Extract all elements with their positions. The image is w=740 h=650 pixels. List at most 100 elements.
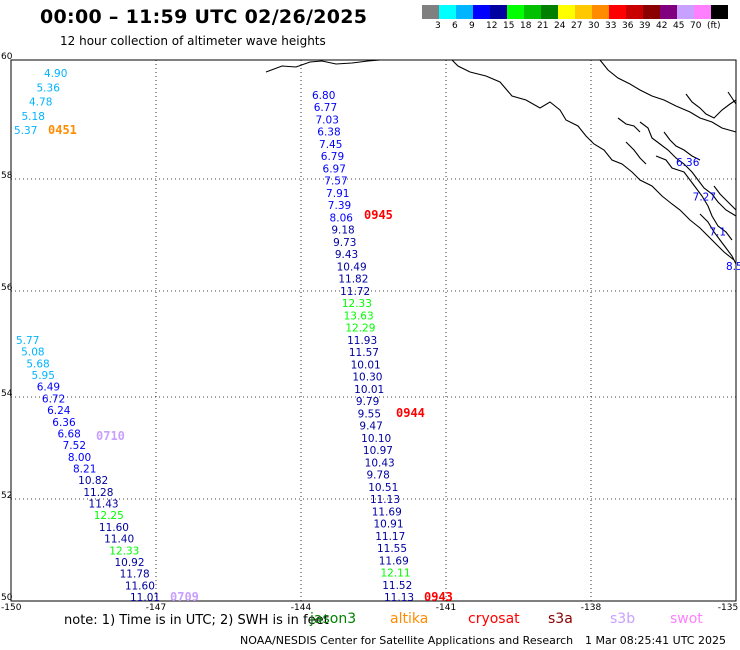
wave-height-value: 6.38 [317,127,340,139]
wave-height-value: 8.5 [726,261,740,273]
wave-height-value: 9.78 [366,470,389,482]
pass-time-label: 0709 [170,590,199,604]
wave-height-value: 10.43 [365,457,395,469]
wave-height-value: 11.69 [379,555,409,567]
color-scale-label: 70 [690,21,702,31]
color-swatch [677,5,694,19]
wave-height-value: 8.06 [330,212,354,224]
color-swatch [490,5,507,19]
wave-height-value: 6.97 [323,163,346,175]
color-scale-label: 42 [656,21,668,31]
wave-height-value: 5.77 [16,335,39,347]
coastline-segment [663,131,701,161]
wave-height-value: 10.91 [373,519,403,531]
wave-height-value: 10.92 [114,557,144,569]
color-scale-label: 6 [452,21,458,31]
color-scale-label: 45 [673,21,685,31]
wave-height-value: 8.00 [68,452,91,464]
wave-height-value: 5.18 [22,111,45,123]
lon-tick-label: -150 [1,603,22,613]
wave-height-value: 6.36 [52,417,76,429]
wave-height-value: 6.72 [42,393,65,405]
wave-height-value: 10.30 [352,372,382,384]
color-scale-swatches [422,5,728,19]
wave-height-value: 11.93 [347,335,377,347]
wave-height-value: 11.28 [83,487,113,499]
color-swatch [643,5,660,19]
page-title: 00:00 – 11:59 UTC 02/26/2025 [40,6,368,28]
wave-height-value: 10.10 [361,433,391,445]
color-scale-label: 18 [520,21,532,31]
page-subtitle: 12 hour collection of altimeter wave hei… [60,34,326,48]
wave-height-value: 4.78 [29,97,52,109]
color-scale-label: 12 [486,21,498,31]
pass-time-label: 0943 [424,590,453,604]
color-swatch [575,5,592,19]
lat-tick-label: 54 [1,389,13,399]
color-scale-bar: 3 6 9 12 15 18 21 24 27 30 33 36 39 42 45 70 (ft) [422,5,728,33]
color-scale-label: 39 [639,21,651,31]
legend-item-s3a: s3a [548,611,573,627]
wave-height-value: 7.52 [63,440,86,452]
wave-height-value: 11.57 [349,347,379,359]
color-swatch [711,5,728,19]
wave-height-value: 6.36 [676,157,700,169]
wave-height-value: 7.03 [316,114,339,126]
wave-height-value: 11.17 [375,531,405,543]
color-swatch [473,5,490,19]
lat-tick-label: 58 [1,171,13,181]
wave-height-value: 7.45 [319,139,342,151]
coastline [265,59,737,265]
map-grid [11,60,736,601]
wave-height-value: 11.55 [377,543,407,555]
coastline-segment [685,93,737,119]
wave-height-value: 7.1 [709,226,726,238]
color-scale-label: 21 [537,21,549,31]
color-scale-label: 30 [588,21,600,31]
color-swatch [541,5,558,19]
color-scale-label: 36 [622,21,634,31]
coastline-segment [625,141,647,165]
credit-text: NOAA/NESDIS Center for Satellite Applica… [240,634,574,647]
wave-height-value: 9.18 [331,225,354,237]
color-scale-label: 24 [554,21,566,31]
color-scale-label: 3 [435,21,441,31]
wave-height-value: 10.49 [337,261,367,273]
coastline-segment [655,155,733,241]
wave-height-value: 5.36 [37,82,61,94]
wave-height-value: 5.37 [14,125,37,137]
color-swatch [507,5,524,19]
wave-height-value: 6.24 [47,405,71,417]
wave-height-value: 13.63 [344,310,374,322]
wave-height-value: 12.25 [94,510,124,522]
legend-item-jason3: jason3 [310,611,357,627]
wave-height-value: 10.97 [363,445,393,457]
color-swatch [660,5,677,19]
wave-height-value: 12.11 [380,568,410,580]
wave-height-value: 12.29 [345,323,375,335]
wave-height-value: 11.82 [338,274,368,286]
wave-height-value: 11.72 [340,286,370,298]
wave-height-value: 11.01 [130,592,160,604]
lon-tick-label: -144 [291,603,312,613]
wave-height-value: 6.79 [321,151,344,163]
wave-height-value: 6.68 [57,428,80,440]
wave-height-value: 11.13 [370,494,400,506]
wave-height-value: 10.51 [368,482,398,494]
pass-time-label: 0710 [96,429,125,443]
pass-time-label: 0944 [396,406,425,420]
axis-tick-labels: -150 -147 -144 -141 -138 -135 60 58 56 54 52 50 [1,52,738,613]
lat-tick-label: 50 [1,593,13,603]
wave-height-value: 6.49 [37,382,60,394]
wave-height-value: 9.73 [333,237,356,249]
coastline-segment [699,213,737,265]
color-swatch [626,5,643,19]
color-swatch [422,5,439,19]
lon-tick-label: -138 [581,603,602,613]
wave-height-value: 11.78 [120,569,150,581]
map-border [10,59,737,602]
wave-height-value: 10.01 [354,384,384,396]
coastline-segment [727,91,737,105]
wave-height-value: 11.43 [89,499,119,511]
